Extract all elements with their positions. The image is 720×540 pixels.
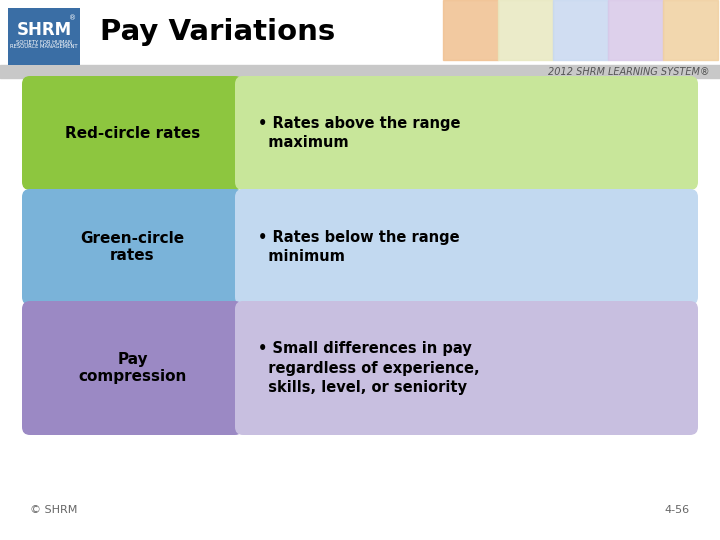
Text: © SHRM: © SHRM — [30, 505, 77, 515]
Bar — [0, 65, 720, 78]
Text: • Rates below the range
  minimum: • Rates below the range minimum — [258, 230, 459, 265]
Bar — [663, 0, 718, 60]
Bar — [0, 0, 720, 75]
Text: Red-circle rates: Red-circle rates — [65, 125, 200, 140]
FancyBboxPatch shape — [8, 8, 80, 65]
Text: • Rates above the range
  maximum: • Rates above the range maximum — [258, 116, 461, 151]
Text: 4-56: 4-56 — [665, 505, 690, 515]
FancyBboxPatch shape — [22, 76, 243, 190]
Text: • Small differences in pay
  regardless of experience,
  skills, level, or senio: • Small differences in pay regardless of… — [258, 341, 480, 395]
Bar — [553, 0, 608, 60]
Text: 2012 SHRM LEARNING SYSTEM®: 2012 SHRM LEARNING SYSTEM® — [549, 67, 710, 77]
Bar — [498, 0, 553, 60]
Text: Green-circle
rates: Green-circle rates — [81, 231, 184, 263]
FancyBboxPatch shape — [22, 301, 243, 435]
FancyBboxPatch shape — [235, 76, 698, 190]
FancyBboxPatch shape — [235, 189, 698, 305]
Text: Pay Variations: Pay Variations — [100, 18, 336, 46]
Bar — [608, 0, 663, 60]
Text: SHRM: SHRM — [17, 21, 71, 39]
Text: ®: ® — [69, 15, 76, 21]
Text: Pay
compression: Pay compression — [78, 352, 186, 384]
Text: SOCIETY FOR HUMAN: SOCIETY FOR HUMAN — [16, 39, 72, 44]
Bar — [443, 0, 498, 60]
FancyBboxPatch shape — [22, 189, 243, 305]
Text: RESOURCE MANAGEMENT: RESOURCE MANAGEMENT — [10, 44, 78, 50]
FancyBboxPatch shape — [235, 301, 698, 435]
